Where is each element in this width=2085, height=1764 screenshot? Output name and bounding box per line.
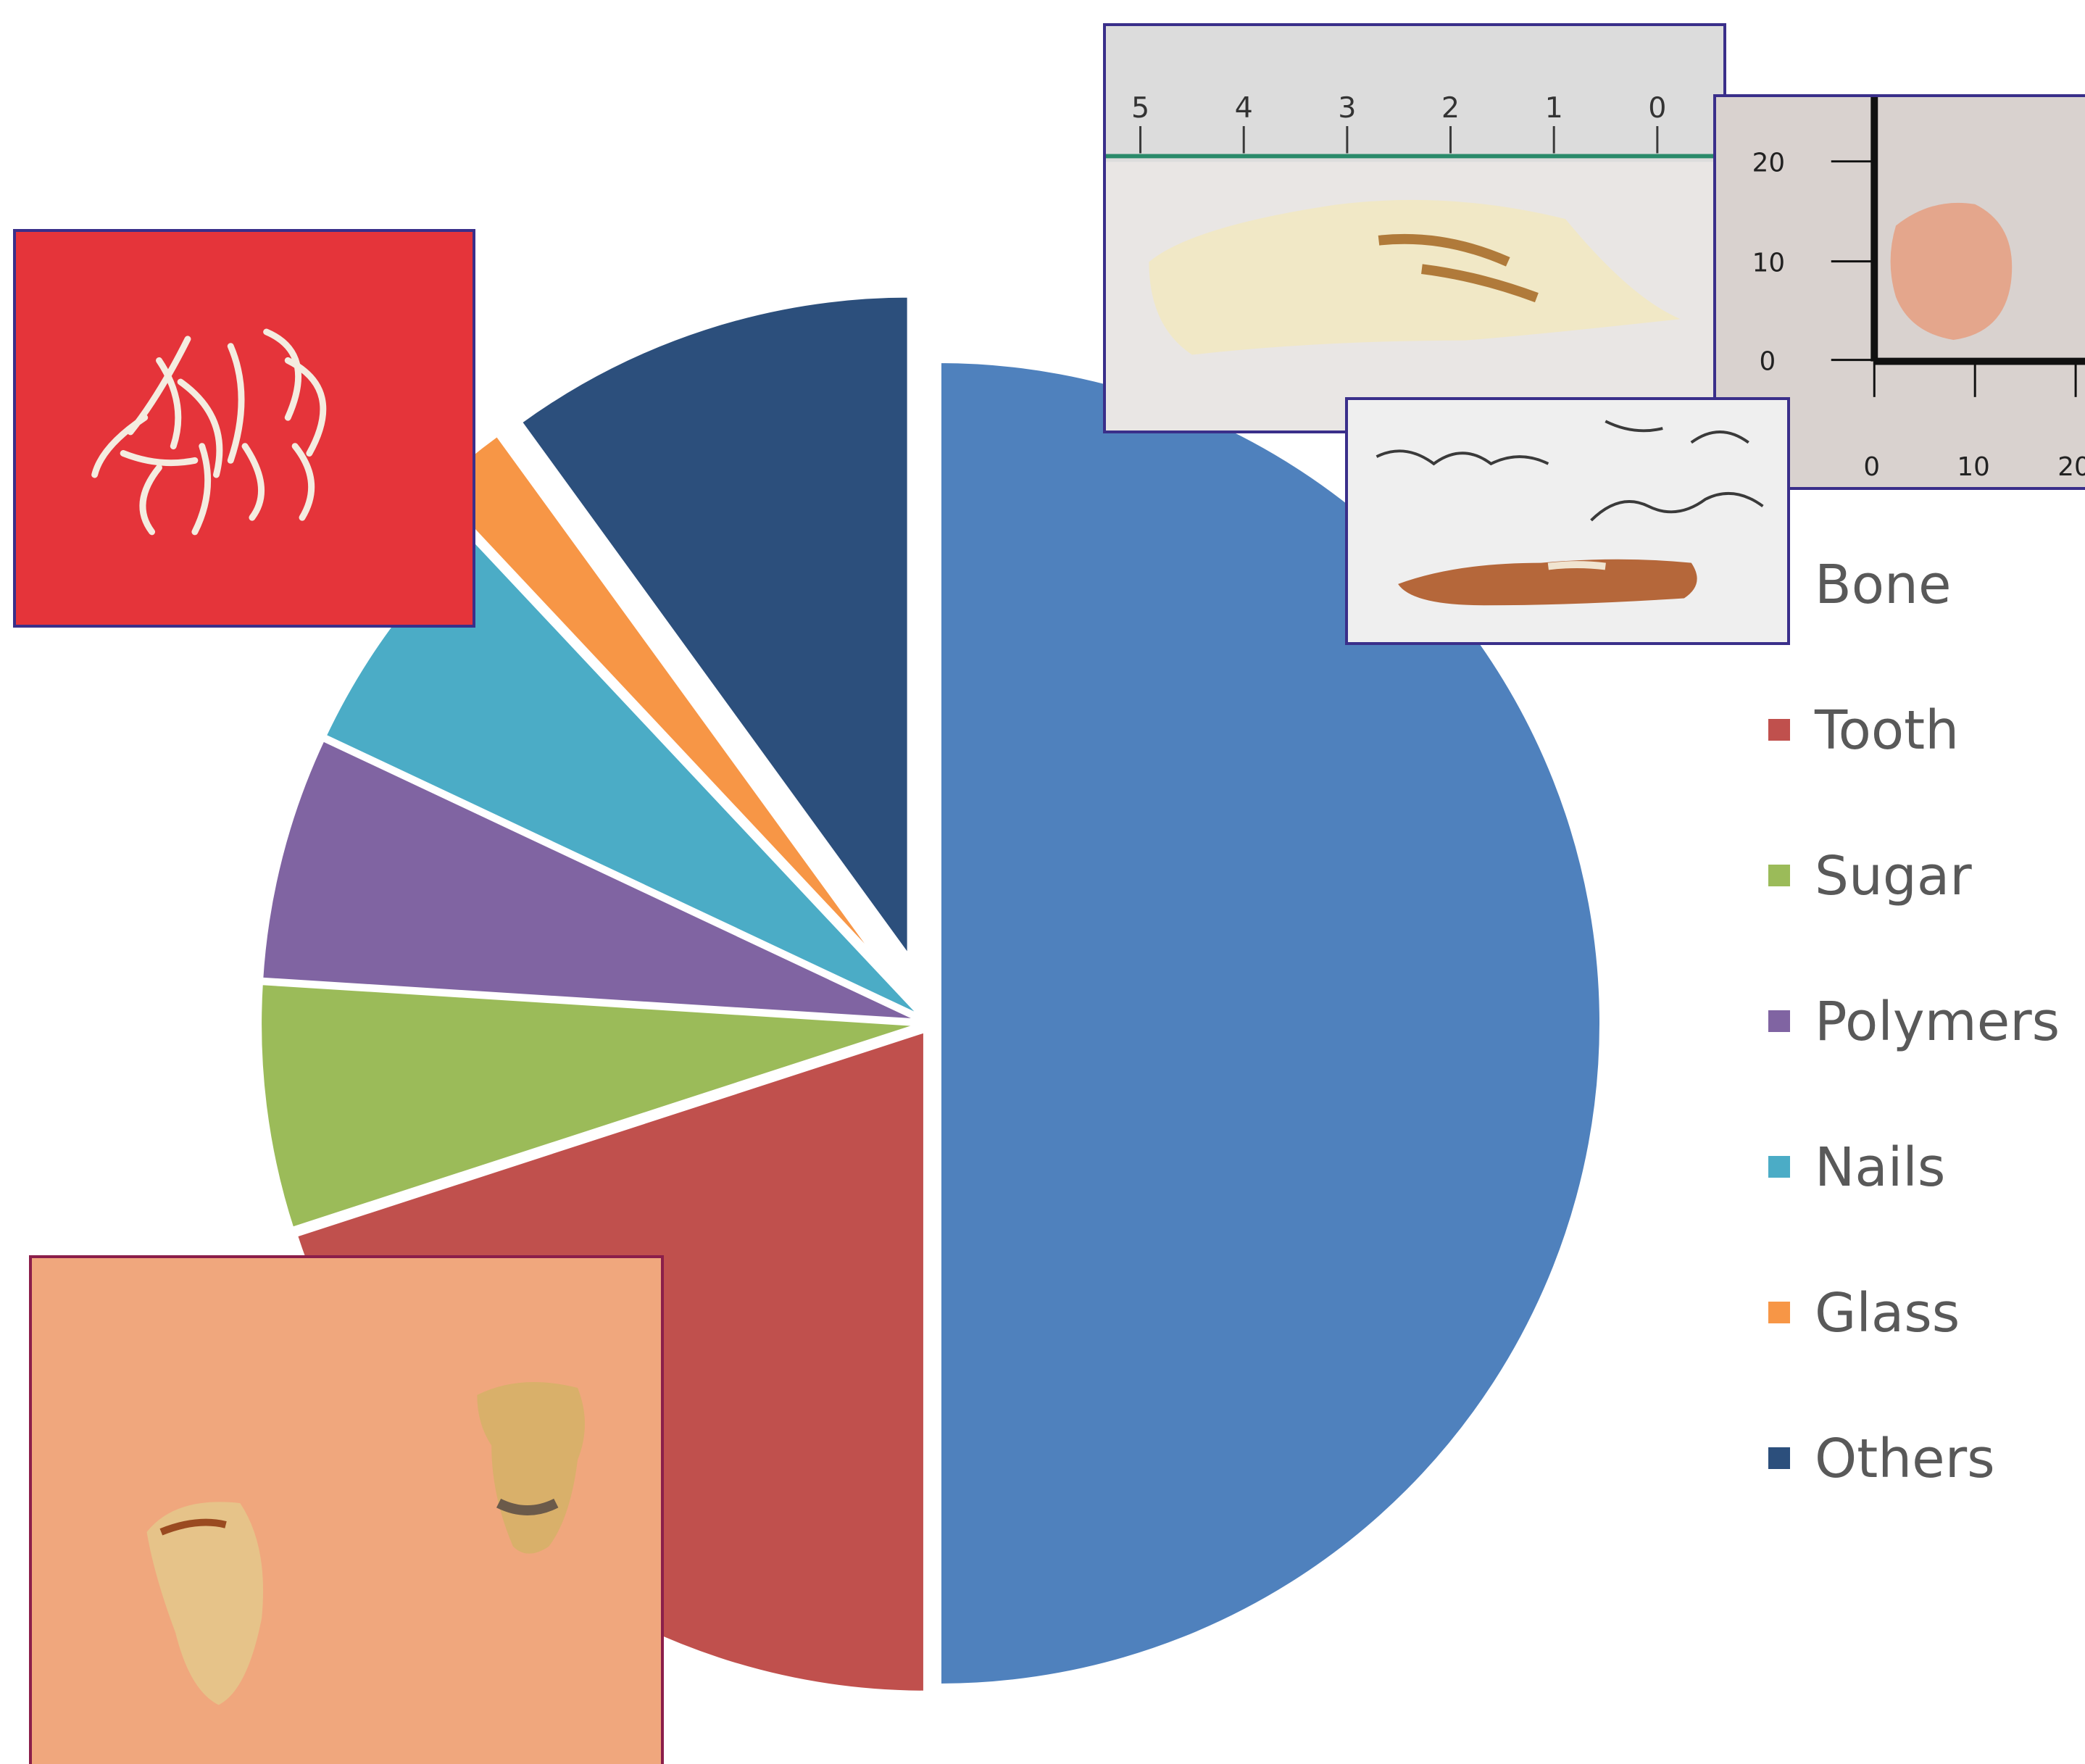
pie-slice-bone: [937, 358, 1604, 1689]
scale-x-tick: 20: [2057, 452, 2085, 482]
pie-slice-polymers: [258, 736, 923, 1024]
legend-label-sugar: Sugar: [1815, 845, 1972, 907]
legend-label-tooth: Tooth: [1814, 699, 1959, 762]
scale-y-tick: 10: [1752, 249, 1785, 278]
legend-label-nails: Nails: [1815, 1136, 1945, 1199]
photo-fragment-on-paper: [1345, 397, 1790, 645]
pie-slices: [257, 293, 1604, 1695]
ruler-tick: 2: [1441, 91, 1460, 125]
scale-y-tick: 0: [1760, 347, 1776, 377]
photo-bone-with-ruler: 5 4 3 2 1 0: [1103, 23, 1726, 433]
ruler-tick: 1: [1545, 91, 1563, 125]
legend-label-glass: Glass: [1815, 1282, 1960, 1344]
photo-teeth: [29, 1255, 664, 1764]
scale-y-tick: 20: [1752, 149, 1785, 178]
ruler-tick: 5: [1131, 91, 1149, 125]
legend-swatch-glass: [1768, 1302, 1790, 1323]
ruler-tick: 0: [1648, 91, 1666, 125]
legend-label-polymers: Polymers: [1815, 991, 2060, 1053]
legend-swatch-others: [1768, 1447, 1790, 1469]
legend: Bone Tooth Sugar Polymers Nails Glass Others: [1768, 554, 2060, 1490]
ruler-tick: 4: [1235, 91, 1253, 125]
legend-swatch-polymers: [1768, 1010, 1790, 1032]
pie-slice-sugar: [257, 980, 923, 1232]
legend-label-others: Others: [1815, 1428, 1995, 1490]
photo-threads-on-red: [13, 229, 475, 628]
ruler-tick: 3: [1338, 91, 1356, 125]
scale-x-tick: 0: [1863, 452, 1880, 482]
legend-swatch-sugar: [1768, 865, 1790, 886]
legend-swatch-tooth: [1768, 719, 1790, 741]
legend-label-bone: Bone: [1815, 554, 1951, 616]
scale-x-tick: 10: [1957, 452, 1989, 482]
pie-slice-others: [517, 293, 912, 965]
legend-swatch-nails: [1768, 1156, 1790, 1178]
